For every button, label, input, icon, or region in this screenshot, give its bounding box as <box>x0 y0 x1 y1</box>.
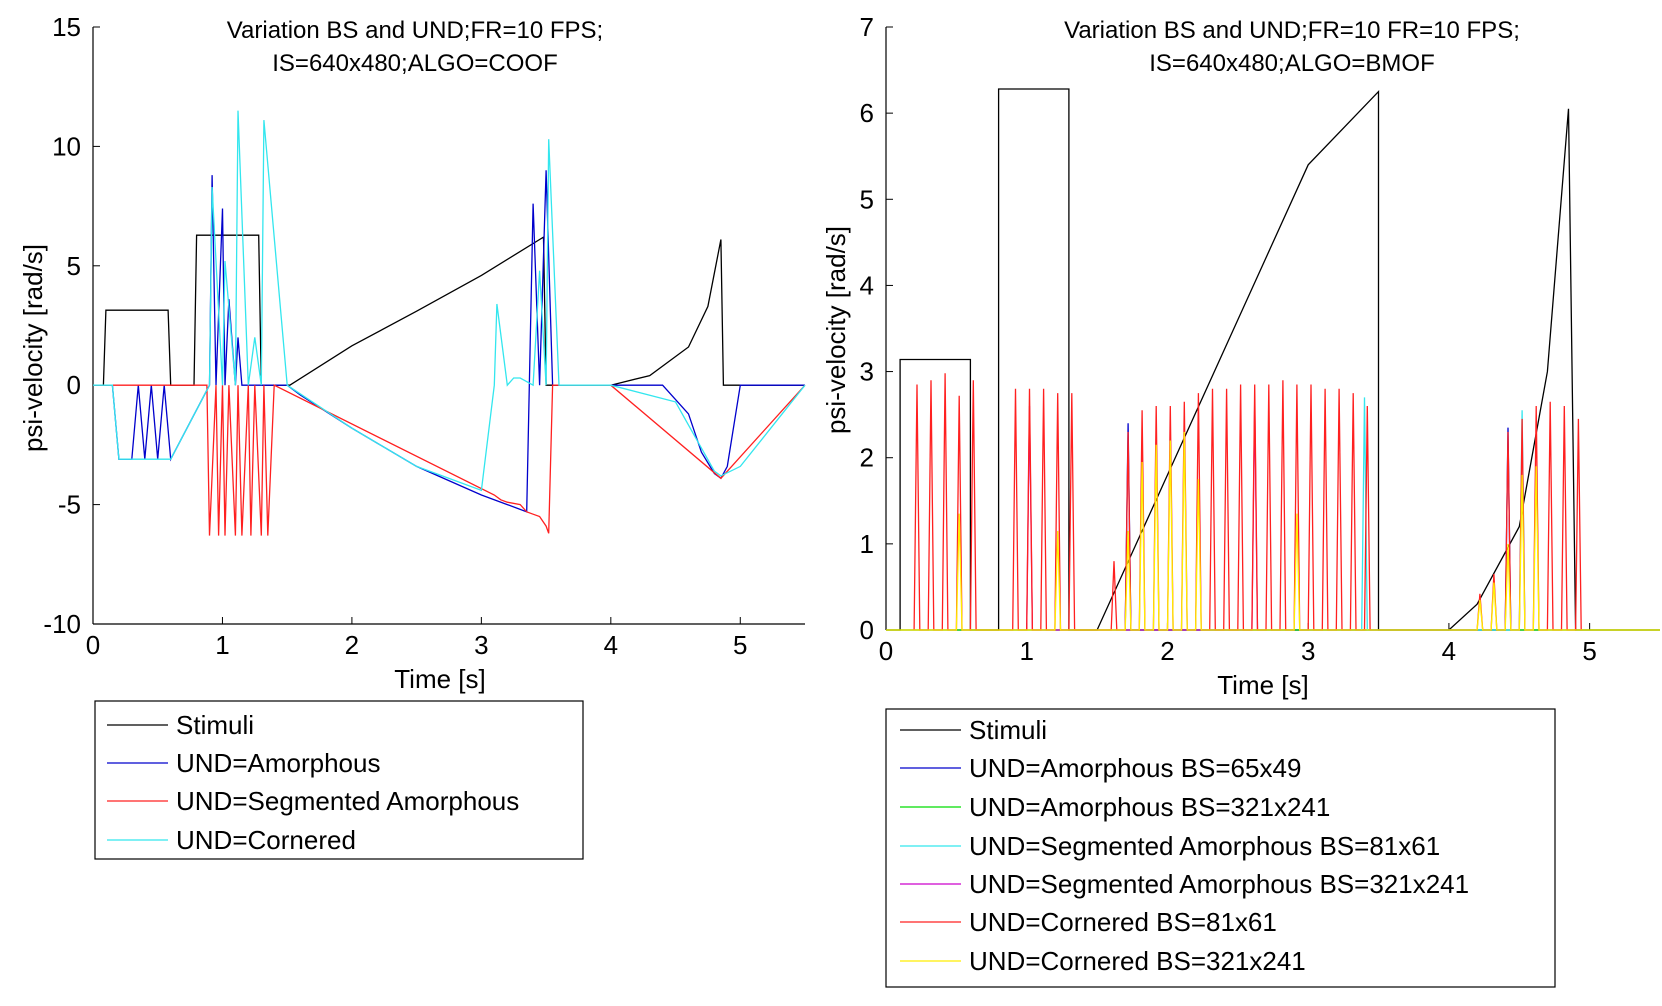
y-tick-label: 15 <box>52 12 81 42</box>
y-tick-label: 6 <box>860 98 874 128</box>
x-axis-label: Time [s] <box>1217 670 1308 700</box>
chart-coof: Variation BS and UND;FR=10 FPS; IS=640x4… <box>18 12 806 860</box>
y-tick-label: 4 <box>860 270 874 300</box>
y-tick-label: 7 <box>860 12 874 42</box>
legend-label: UND=Segmented Amorphous BS=81x61 <box>969 831 1440 861</box>
series-line-3 <box>93 110 806 492</box>
legend-label: UND=Cornered BS=321x241 <box>969 946 1306 976</box>
chart-title-line-1: Variation BS and UND;FR=10 FPS; <box>227 17 603 44</box>
legend-label: Stimuli <box>969 715 1047 745</box>
y-tick-label: 5 <box>860 184 874 214</box>
y-tick-label: 0 <box>860 615 874 645</box>
series-line-2 <box>93 384 806 536</box>
legend-label: UND=Amorphous <box>176 748 380 778</box>
legend: Stimuli UND=Amorphous BS=65x49 UND=Amorp… <box>885 708 1556 988</box>
x-tick-label: 5 <box>733 630 747 660</box>
y-tick-label: 5 <box>67 251 81 281</box>
legend-label: UND=Cornered <box>176 825 356 855</box>
chart-title-line-2: IS=640x480;ALGO=COOF <box>272 50 557 77</box>
x-tick-label: 2 <box>1160 636 1174 666</box>
x-tick-label: 0 <box>86 630 100 660</box>
y-tick-label: 10 <box>52 131 81 161</box>
x-tick-label: 4 <box>604 630 618 660</box>
legend-label: UND=Amorphous BS=321x241 <box>969 792 1330 822</box>
chart-bmof: Variation BS and UND;FR=10 FR=10 FPS; IS… <box>821 12 1660 988</box>
y-tick-label: 2 <box>860 443 874 473</box>
series-line-0 <box>886 88 1660 631</box>
x-tick-label: 1 <box>215 630 229 660</box>
legend-label: UND=Amorphous BS=65x49 <box>969 753 1301 783</box>
chart-title-line-2: IS=640x480;ALGO=BMOF <box>1149 50 1434 77</box>
series-line-5 <box>913 373 1582 631</box>
legend-box <box>94 700 584 860</box>
x-tick-label: 1 <box>1019 636 1033 666</box>
series-line-0 <box>93 234 805 386</box>
y-axis-label: psi-velocity [rad/s] <box>18 244 48 452</box>
plot-area: 0 1 2 3 4 5 -10 -5 0 5 10 15 <box>43 12 806 660</box>
x-tick-label: 0 <box>879 636 893 666</box>
y-tick-label: 3 <box>860 357 874 387</box>
x-tick-label: 4 <box>1442 636 1456 666</box>
legend-label: UND=Segmented Amorphous BS=321x241 <box>969 869 1469 899</box>
series-line-3 <box>1361 397 1526 631</box>
chart-title-line-1: Variation BS and UND;FR=10 FR=10 FPS; <box>1064 17 1520 44</box>
series-line-1 <box>93 170 805 513</box>
legend-label: UND=Cornered BS=81x61 <box>969 907 1277 937</box>
legend-label: UND=Segmented Amorphous <box>176 786 519 816</box>
legend-box <box>885 708 1556 988</box>
x-tick-label: 2 <box>345 630 359 660</box>
series-line-6 <box>886 431 1660 631</box>
x-axis-label: Time [s] <box>394 664 485 694</box>
plot-area: 0 1 2 3 4 5 0 1 2 3 4 5 6 7 <box>860 12 1660 666</box>
y-axis-label: psi-velocity [rad/s] <box>821 226 851 434</box>
x-tick-label: 3 <box>1301 636 1315 666</box>
legend-label: Stimuli <box>176 710 254 740</box>
y-tick-label: -10 <box>43 609 81 639</box>
y-tick-label: -5 <box>58 490 81 520</box>
y-tick-label: 0 <box>67 370 81 400</box>
x-tick-label: 5 <box>1582 636 1596 666</box>
x-tick-label: 3 <box>474 630 488 660</box>
y-tick-label: 1 <box>860 529 874 559</box>
legend: Stimuli UND=Amorphous UND=Segmented Amor… <box>94 700 584 860</box>
